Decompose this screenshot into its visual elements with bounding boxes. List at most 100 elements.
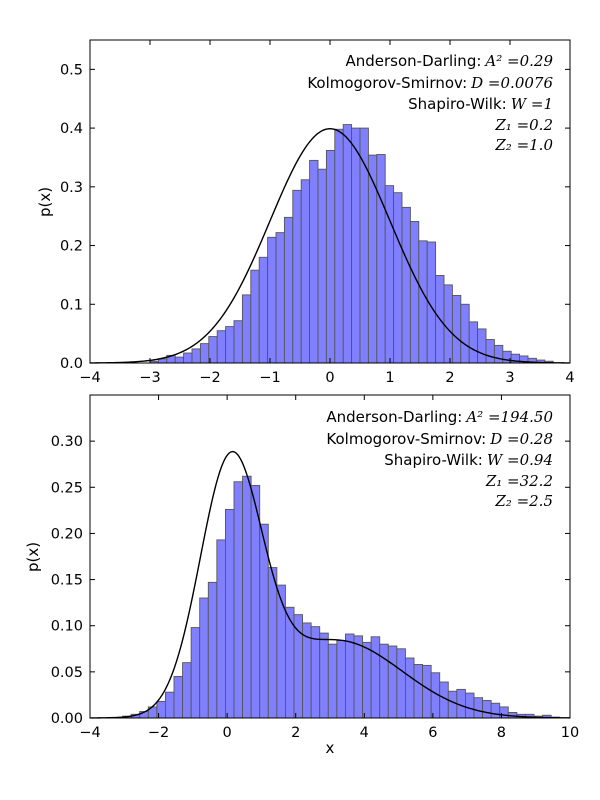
- bottom-histogram: [122, 475, 561, 719]
- bottom-x-axis: −4 −2 0 2 4 6 8 10: [79, 395, 579, 741]
- bottom-hist-bar: [447, 690, 458, 719]
- bottom-xtick-label: 8: [497, 725, 506, 741]
- top-hist-bar: [241, 294, 252, 364]
- bottom-hist-bar: [250, 484, 261, 719]
- bottom-hist-bar: [207, 581, 218, 719]
- bottom-xtick-label: 6: [428, 725, 437, 741]
- top-kolmogorov-smirnov: Kolmogorov-Smirnov: D =0.0076: [307, 74, 553, 92]
- top-hist-bar: [233, 320, 243, 364]
- top-hist-bar: [199, 343, 210, 364]
- bottom-ytick-label: 0.15: [51, 573, 83, 589]
- bottom-ytick-label: 0.10: [51, 619, 83, 635]
- top-xtick-label: −2: [199, 370, 220, 386]
- bottom-xtick-label: −2: [148, 725, 169, 741]
- top-hist-bar: [258, 256, 269, 364]
- top-xtick-label: −4: [79, 370, 100, 386]
- top-hist-bar: [183, 352, 193, 364]
- top-fit-curve: [89, 128, 571, 364]
- top-xtick-label: −1: [259, 370, 280, 386]
- bottom-z2: Z₂ =2.5: [494, 492, 553, 510]
- bottom-xtick-label: 2: [291, 725, 300, 741]
- top-hist-bar: [468, 321, 479, 364]
- top-hist-bar: [443, 284, 453, 364]
- bottom-hist-bar: [327, 643, 338, 719]
- bottom-shapiro-wilk: Shapiro-Wilk: W =0.94: [384, 451, 553, 469]
- bottom-hist-bar: [490, 702, 501, 719]
- top-hist-bar: [225, 326, 235, 364]
- bottom-z1: Z₁ =32.2: [485, 472, 553, 490]
- bottom-kolmogorov-smirnov: Kolmogorov-Smirnov: D =0.28: [326, 430, 553, 448]
- bottom-xtick-label: −4: [79, 725, 100, 741]
- top-hist-bar: [409, 221, 420, 364]
- top-hist-bar: [351, 127, 361, 364]
- top-ytick-label: 0.3: [60, 180, 83, 196]
- bottom-hist-bar: [387, 645, 398, 719]
- top-anderson-darling: Anderson-Darling: A² =0.29: [345, 52, 553, 70]
- top-hist-bar: [334, 128, 344, 364]
- top-hist-bar: [275, 232, 285, 364]
- top-xtick-label: −3: [139, 370, 160, 386]
- top-hist-bar: [342, 124, 353, 364]
- top-hist-bar: [250, 269, 260, 364]
- bottom-xlabel: x: [326, 739, 335, 757]
- bottom-ytick-label: 0.25: [51, 480, 83, 496]
- top-y-axis: 0.0 0.1 0.2 0.3 0.4 0.5: [60, 62, 570, 372]
- bottom-xtick-label: 10: [561, 725, 579, 741]
- bottom-hist-bar: [413, 664, 424, 719]
- bottom-hist-bar: [190, 627, 201, 719]
- top-xtick-label: 1: [385, 370, 394, 386]
- top-hist-bar: [283, 216, 294, 364]
- bottom-hist-bar: [336, 640, 346, 719]
- top-panel: −4 −3 −2 −1 0 1 2 3 4 0.0 0.1 0.2 0.3 0.4 0.5 p(x) An…: [36, 39, 575, 386]
- top-hist-bar: [451, 295, 462, 364]
- top-hist-bar: [317, 168, 327, 364]
- bottom-hist-bar: [482, 700, 492, 719]
- top-z1: Z₁ =0.2: [494, 116, 553, 134]
- bottom-hist-bar: [164, 691, 175, 719]
- bottom-xtick-label: 4: [360, 725, 369, 741]
- top-xtick-label: 4: [565, 370, 574, 386]
- bottom-hist-bar: [267, 567, 278, 719]
- bottom-hist-bar: [276, 584, 286, 719]
- bottom-hist-bar: [422, 664, 432, 719]
- top-ytick-label: 0.0: [60, 356, 83, 372]
- bottom-hist-bar: [370, 636, 381, 719]
- bottom-fit-curve: [90, 450, 571, 719]
- bottom-hist-bar: [464, 692, 475, 719]
- bottom-hist-bar: [353, 635, 364, 719]
- top-hist-bar: [300, 179, 311, 364]
- top-ytick-label: 0.1: [60, 297, 83, 313]
- top-hist-bar: [460, 303, 470, 364]
- top-ytick-label: 0.4: [60, 121, 83, 137]
- top-stats: Anderson-Darling: A² =0.29 Kolmogorov-Smi…: [307, 52, 553, 154]
- bottom-hist-bar: [344, 633, 355, 719]
- bottom-hist-bar: [404, 657, 415, 719]
- top-hist-bar: [485, 339, 495, 364]
- bottom-ytick-label: 0.00: [51, 711, 83, 727]
- top-ylabel: p(x): [36, 187, 54, 217]
- bottom-hist-bar: [242, 475, 252, 719]
- bottom-hist-bar: [233, 481, 244, 719]
- top-xtick-label: 2: [445, 370, 454, 386]
- top-hist-bar: [191, 348, 201, 364]
- top-xtick-label: 0: [325, 370, 334, 386]
- bottom-xtick-label: 0: [223, 725, 232, 741]
- top-x-axis: −4 −3 −2 −1 0 1 2 3 4: [79, 40, 575, 386]
- top-hist-bar: [267, 236, 277, 364]
- bottom-ytick-label: 0.20: [51, 526, 83, 542]
- bottom-hist-bar: [182, 662, 192, 719]
- top-hist-bar: [401, 206, 411, 364]
- bottom-hist-bar: [199, 597, 209, 719]
- top-hist-bar: [418, 240, 428, 364]
- top-hist-bar: [325, 149, 336, 364]
- bottom-hist-bar: [310, 626, 321, 719]
- bottom-hist-bar: [224, 508, 235, 719]
- top-hist-bar: [216, 330, 227, 364]
- top-ytick-label: 0.2: [60, 239, 83, 255]
- top-ytick-label: 0.5: [60, 62, 83, 78]
- top-hist-bar: [493, 344, 504, 364]
- bottom-hist-bar: [319, 632, 329, 719]
- bottom-hist-bar: [379, 643, 389, 719]
- bottom-anderson-darling: Anderson-Darling: A² =194.50: [326, 408, 553, 426]
